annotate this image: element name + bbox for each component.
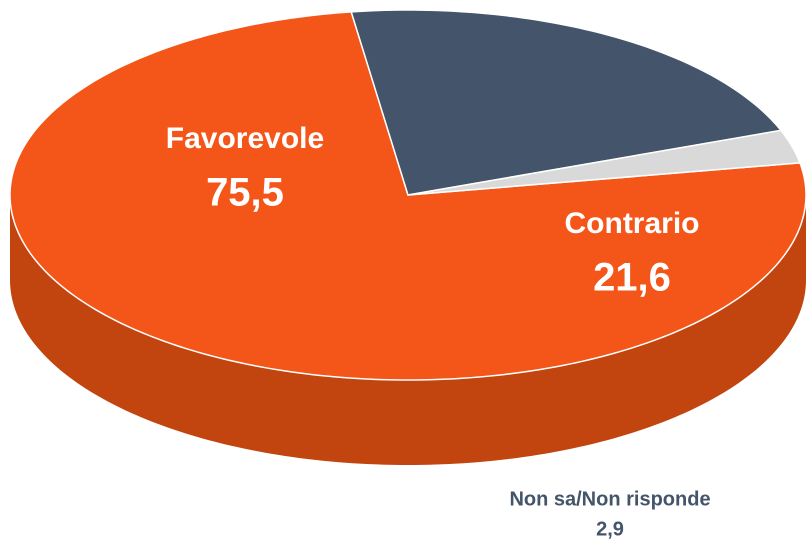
slice-label: Contrario: [565, 207, 700, 240]
slice-label: Non sa/Non risponde: [509, 488, 710, 510]
value-label: 2,9: [596, 518, 624, 540]
slice-label: Favorevole: [166, 122, 324, 155]
value-label: 21,6: [593, 256, 671, 300]
pie-slice: [9, 11, 807, 381]
value-label: 75,5: [206, 171, 284, 215]
pie-slice-side: [10, 195, 806, 465]
pie-slice: [407, 129, 802, 196]
